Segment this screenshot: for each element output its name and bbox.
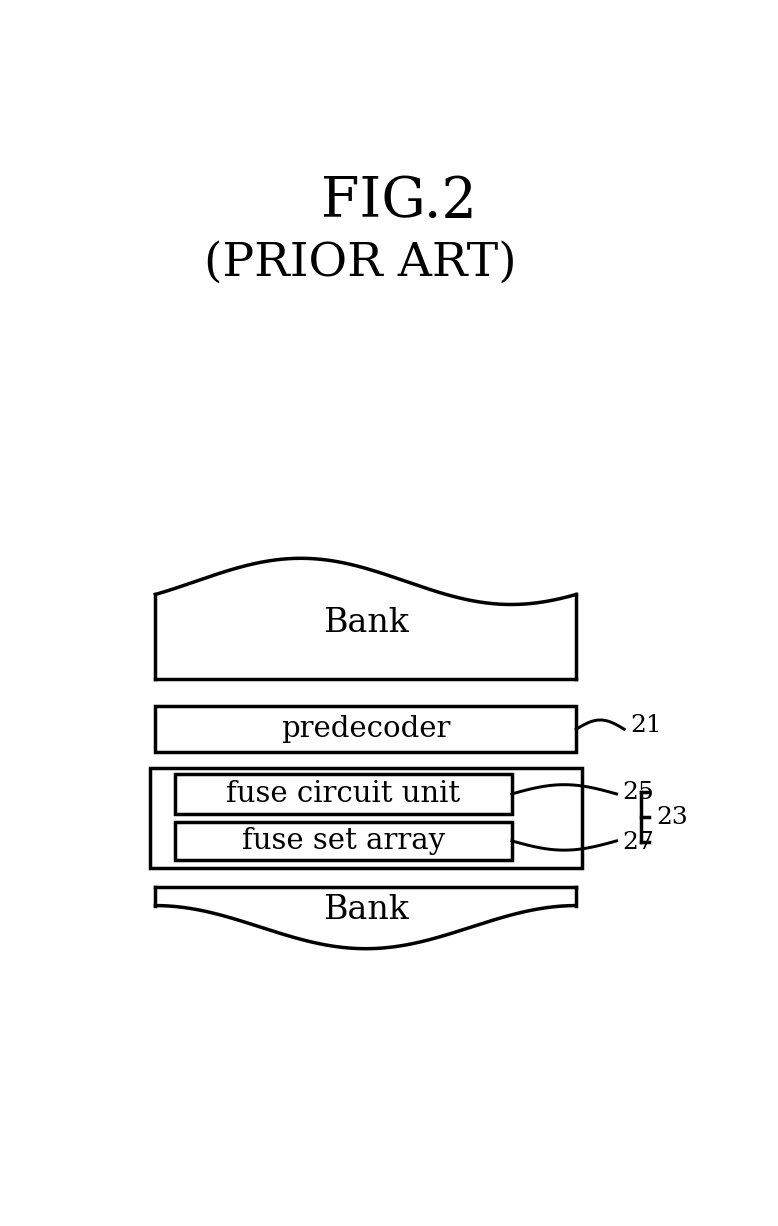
Text: Bank: Bank [323,894,408,926]
Text: Bank: Bank [323,607,408,640]
Text: 21: 21 [630,714,662,737]
Text: FIG.2: FIG.2 [321,174,477,229]
Text: (PRIOR ART): (PRIOR ART) [205,240,517,286]
Text: predecoder: predecoder [281,715,450,743]
Bar [175,774,512,814]
Bar [150,767,582,868]
Text: 25: 25 [622,781,654,804]
Bar [156,706,576,753]
Bar [175,821,512,861]
Text: 23: 23 [657,805,689,829]
Text: fuse circuit unit: fuse circuit unit [226,780,461,808]
Text: fuse set array: fuse set array [242,826,445,855]
Text: 27: 27 [622,831,654,855]
